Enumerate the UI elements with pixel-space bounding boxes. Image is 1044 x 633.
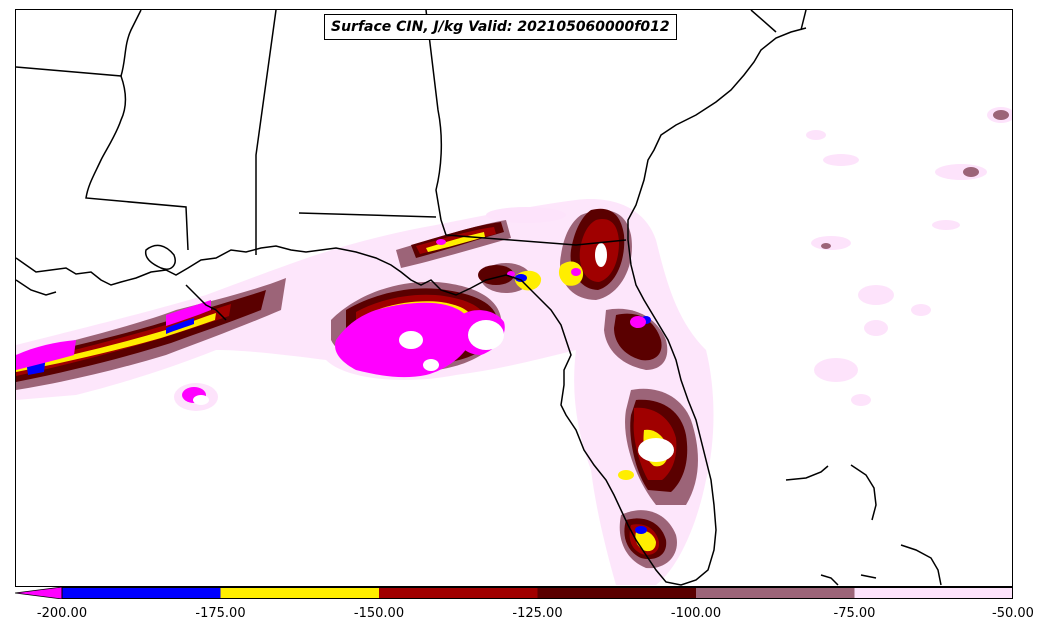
colorbar-tick-label: -200.00 xyxy=(36,606,88,621)
colorbar-tick-label: -175.00 xyxy=(195,606,246,621)
colorbar-extend-below xyxy=(15,587,63,599)
colorbar-bin-2 xyxy=(379,587,538,599)
colorbar-border xyxy=(61,587,1013,599)
colorbar-bin-3 xyxy=(537,587,696,599)
map-title: Surface CIN, J/kg Valid: 202105060000f01… xyxy=(324,14,677,40)
colorbar-tick-label: -75.00 xyxy=(833,606,876,621)
colorbar-tick-label: -150.00 xyxy=(353,606,405,621)
colorbar-bin-4 xyxy=(696,587,855,599)
colorbar-bin-5 xyxy=(854,587,1013,599)
cin-clear-gaps xyxy=(193,243,674,462)
colorbar-tick-label: -100.00 xyxy=(670,606,722,621)
colorbar-tick-label: -125.00 xyxy=(512,606,563,621)
colorbar-tick-label: -50.00 xyxy=(992,606,1034,621)
coastline-and-borders xyxy=(16,10,942,586)
colorbar-bin-0 xyxy=(62,587,221,599)
colorbar-bin-1 xyxy=(220,587,379,599)
colorbar xyxy=(15,587,1013,599)
colorbar-tick-labels: -200.00 -175.00 -150.00 -125.00 -100.00 -75.0… xyxy=(0,606,1044,626)
cin-map xyxy=(16,10,1012,586)
map-frame xyxy=(15,9,1013,587)
